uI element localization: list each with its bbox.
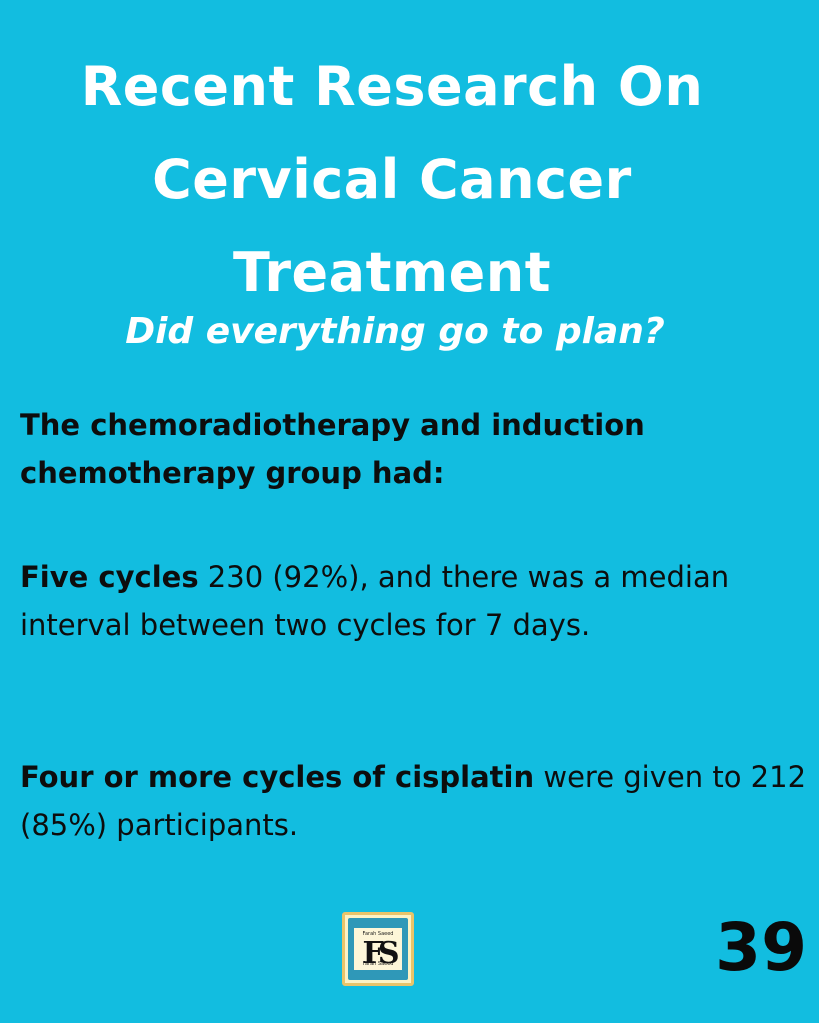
title-line-1: Recent Research On [80, 55, 704, 118]
paragraph-cisplatin: Four or more cycles of cisplatin were gi… [20, 753, 810, 849]
farah-saeed-logo: Farah Saeed FS Farah Saeed [342, 912, 414, 986]
title-line-3: Treatment [232, 241, 552, 304]
paragraph-cisplatin-text: were given to 212 (85%) participants. [20, 760, 807, 842]
logo-frame: Farah Saeed FS Farah Saeed [348, 918, 408, 980]
logo-name-bottom: Farah Saeed [362, 961, 394, 967]
paragraph-five-cycles: Five cycles 230 (92%), and there was a m… [20, 553, 810, 649]
logo-name-top: Farah Saeed [362, 931, 394, 937]
paragraph-five-cycles-bold: Five cycles [20, 560, 199, 594]
page-title: Recent Research On Cervical Cancer Treat… [0, 40, 784, 319]
logo-monogram: FS [362, 936, 400, 971]
subtitle: Did everything go to plan? [125, 311, 665, 352]
paragraph-cisplatin-bold: Four or more cycles of cisplatin [20, 760, 535, 794]
paragraph-five-cycles-text: 230 (92%), and there was a median interv… [20, 560, 730, 642]
intro-text: The chemoradiotherapy and induction chem… [20, 408, 645, 490]
logo-panel: Farah Saeed FS Farah Saeed [354, 928, 402, 971]
title-line-2: Cervical Cancer [152, 148, 632, 211]
page-number: 39 [715, 909, 807, 986]
